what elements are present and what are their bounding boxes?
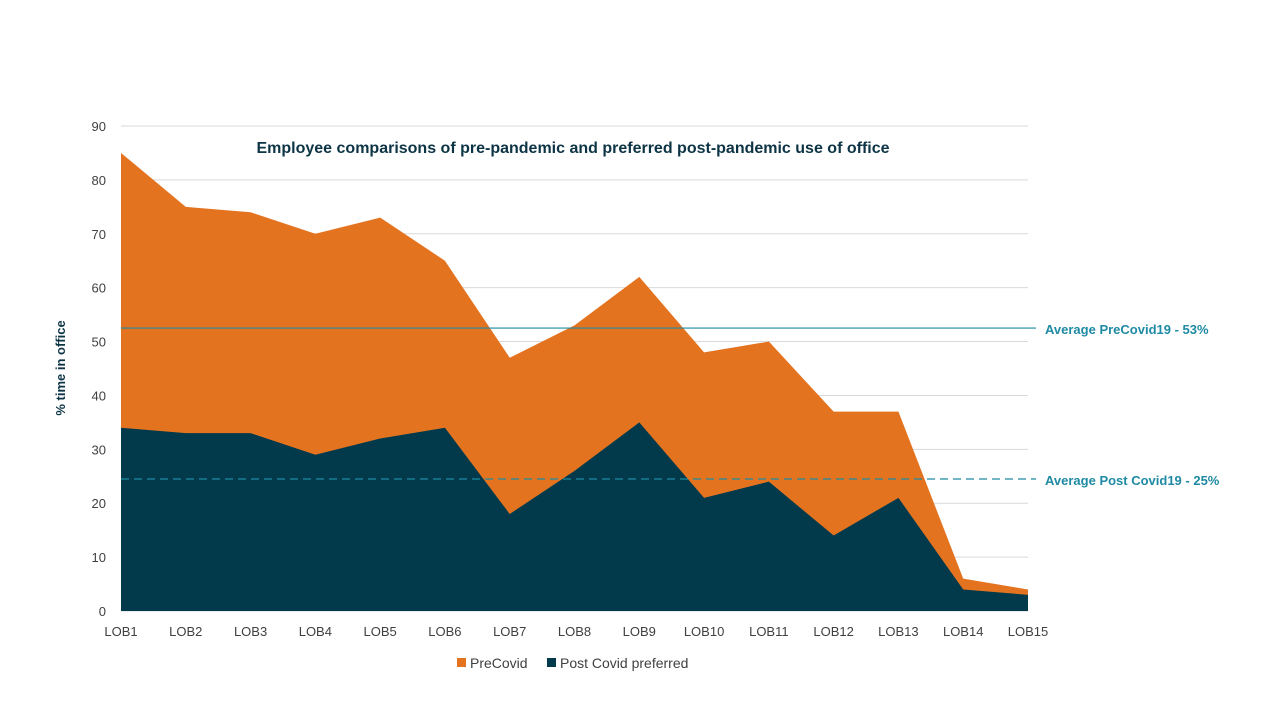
series-area-post-covid-preferred [121,422,1028,611]
y-tick-label: 40 [92,388,106,403]
x-tick-label: LOB2 [169,624,202,639]
y-tick-label: 50 [92,335,106,350]
y-tick-label: 90 [92,119,106,134]
average-precovid-label: Average PreCovid19 - 53% [1045,322,1209,337]
x-tick-label: LOB1 [104,624,137,639]
reference-lines: Average PreCovid19 - 53% Average Post Cov… [121,322,1220,488]
chart-title: Employee comparisons of pre-pandemic and… [256,140,889,157]
y-tick-label: 0 [99,604,106,619]
x-tick-label: LOB12 [813,624,853,639]
y-tick-label: 30 [92,442,106,457]
legend-label: PreCovid [470,655,528,671]
x-tick-label: LOB8 [558,624,591,639]
x-tick-label: LOB5 [364,624,397,639]
series-areas [121,152,1028,611]
x-axis-ticks: LOB1 LOB2 LOB3 LOB4 LOB5 LOB6 LOB7 LOB8 LOB9 LOB1… [104,624,1048,639]
x-tick-label: LOB9 [623,624,656,639]
y-tick-label: 70 [92,227,106,242]
x-tick-label: LOB13 [878,624,918,639]
x-tick-label: LOB6 [428,624,461,639]
x-tick-label: LOB7 [493,624,526,639]
legend-swatch [547,658,556,667]
y-tick-label: 80 [92,173,106,188]
x-tick-label: LOB4 [299,624,332,639]
y-axis-label: % time in office [53,320,68,415]
x-tick-label: LOB10 [684,624,724,639]
legend: PreCovid Post Covid preferred [457,655,688,671]
x-tick-label: LOB15 [1008,624,1048,639]
legend-label: Post Covid preferred [560,655,688,671]
y-axis-ticks: 0 10 20 30 40 50 60 70 80 90 [92,119,106,619]
x-tick-label: LOB11 [749,624,789,639]
x-tick-label: LOB3 [234,624,267,639]
y-tick-label: 20 [92,496,106,511]
x-tick-label: LOB14 [943,624,983,639]
average-postcovid-label: Average Post Covid19 - 25% [1045,473,1220,488]
y-tick-label: 60 [92,281,106,296]
legend-swatch [457,658,466,667]
y-tick-label: 10 [92,550,106,565]
